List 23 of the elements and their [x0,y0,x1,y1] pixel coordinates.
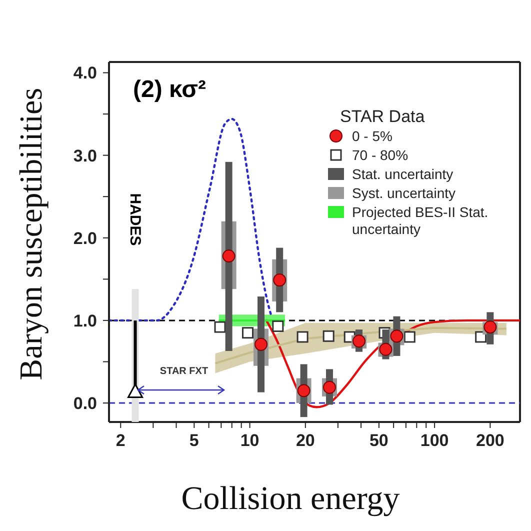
annotation: HADES [126,192,144,248]
x-tick-label: 200 [476,431,504,450]
x-axis-title: Collision energy [181,481,400,517]
y-tick-label: 2.0 [73,228,97,248]
y-tick-label: 3.0 [73,146,97,166]
legend-label: 0 - 5% [352,128,392,145]
legend-title: STAR Data [340,107,426,126]
legend-label: 70 - 80% [352,147,408,164]
x-tick-label: 5 [189,431,199,450]
x-tick-label: 20 [296,431,315,450]
x-tick-label: 10 [240,431,260,450]
legend-label: Syst. uncertainty [352,185,456,202]
legend-label: Projected BES-II Stat. uncertainty [352,204,490,238]
y-tick-label: 4.0 [73,64,97,83]
y-axis-title: Baryon susceptibilities [12,88,48,380]
annotation: STAR FXT [158,366,210,377]
x-tick-label: 100 [420,431,449,450]
text: (2) κσ² [133,76,206,104]
x-tick-label: 2 [116,431,126,450]
x-tick-label: 50 [369,431,388,450]
legend-label: Stat. uncertainty [352,166,454,183]
y-tick-label: 0.0 [73,394,97,414]
y-tick-label: 1.0 [73,311,97,330]
